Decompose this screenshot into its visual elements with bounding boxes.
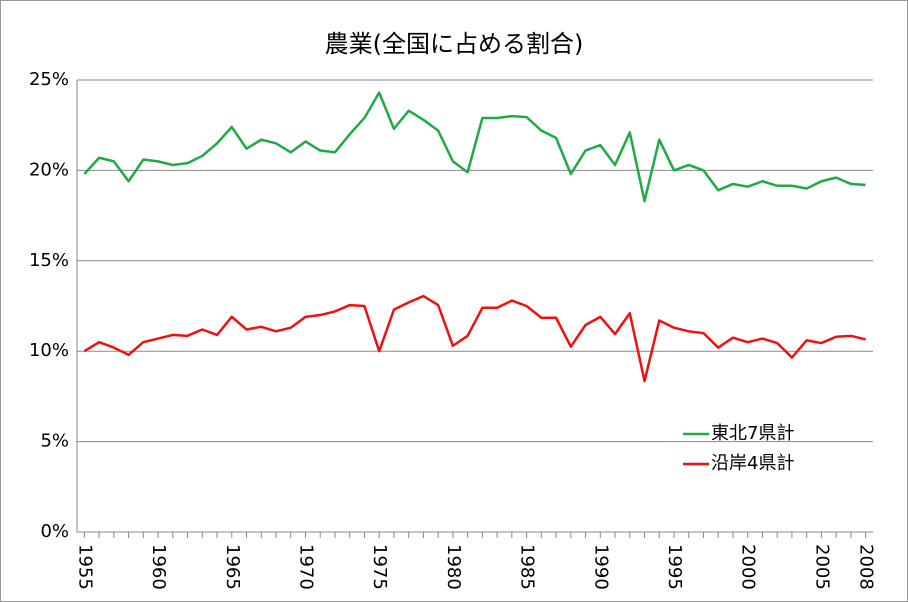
- chart-title: 農業(全国に占める割合): [325, 30, 584, 58]
- x-tick-label: 2005: [811, 544, 832, 590]
- series-line: [83, 294, 866, 383]
- y-tick-label: 10%: [29, 340, 69, 361]
- legend-label: 東北7県計: [711, 423, 794, 444]
- y-tick-label: 0%: [40, 521, 69, 542]
- x-tick-label: 1985: [517, 544, 538, 590]
- x-tick-label: 2000: [738, 544, 759, 590]
- x-tick-label: 2008: [856, 544, 877, 590]
- series-line: [83, 91, 866, 203]
- x-tick-label: 1995: [664, 544, 685, 590]
- legend-label: 沿岸4県計: [711, 453, 794, 474]
- y-tick-label: 25%: [29, 69, 69, 90]
- x-tick-label: 1975: [369, 544, 390, 590]
- x-tick-label: 1960: [148, 544, 169, 590]
- x-tick-label: 1965: [222, 544, 243, 590]
- x-tick-label: 1990: [590, 544, 611, 590]
- x-tick-label: 1970: [295, 544, 316, 590]
- x-tick-label: 1955: [74, 544, 95, 590]
- y-tick-label: 15%: [29, 250, 69, 271]
- y-tick-label: 20%: [29, 159, 69, 180]
- x-tick-label: 1980: [443, 544, 464, 590]
- y-tick-label: 5%: [40, 431, 69, 452]
